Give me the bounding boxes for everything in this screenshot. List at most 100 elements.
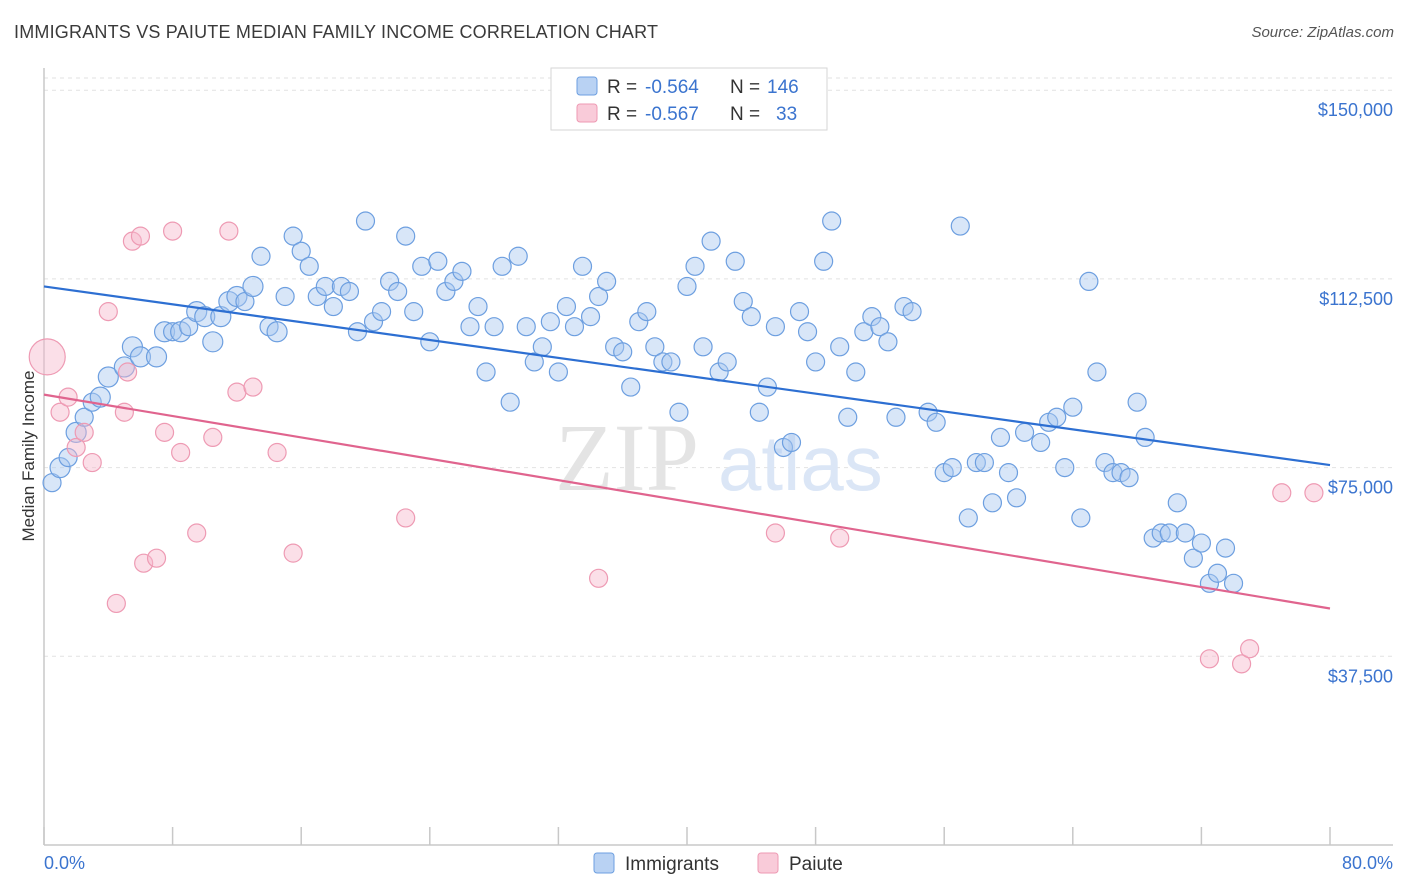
data-point-immigrants <box>805 352 826 372</box>
legend-swatch-immigrants <box>576 76 598 96</box>
data-point-paiute <box>154 422 175 442</box>
data-point-paiute <box>117 362 138 382</box>
data-point-paiute <box>187 523 207 543</box>
series-immigrants-points <box>42 211 1244 593</box>
data-point-immigrants <box>765 317 786 337</box>
data-point-immigrants <box>1127 392 1147 412</box>
data-point-paiute <box>50 402 70 422</box>
data-point-immigrants <box>1119 468 1139 488</box>
data-point-immigrants <box>677 276 697 297</box>
data-point-immigrants <box>412 256 432 276</box>
bottom-legend-label-paiute: Paiute <box>789 854 843 875</box>
bottom-legend-label-immigrants: Immigrants <box>625 854 719 875</box>
trend-line-paiute <box>43 393 1331 610</box>
data-point-immigrants <box>797 322 818 342</box>
data-point-paiute <box>283 543 303 563</box>
legend-r-label-2: R = <box>607 104 637 125</box>
data-point-immigrants <box>588 286 609 307</box>
x-tick-label: 0.0% <box>44 853 85 873</box>
data-point-paiute <box>134 553 154 573</box>
data-point-immigrants <box>902 302 922 322</box>
data-point-paiute <box>219 221 239 241</box>
data-point-immigrants <box>145 346 168 368</box>
data-point-immigrants <box>355 211 376 231</box>
chart-source: Source: ZipAtlas.com <box>1251 24 1394 41</box>
x-tick-label: 80.0% <box>1342 853 1393 873</box>
chart-title: IMMIGRANTS VS PAIUTE MEDIAN FAMILY INCOM… <box>14 22 659 42</box>
data-point-paiute <box>98 302 118 322</box>
data-point-paiute <box>267 442 287 463</box>
data-point-immigrants <box>500 392 520 412</box>
data-point-paiute <box>171 442 191 463</box>
data-point-immigrants <box>645 337 665 357</box>
data-point-immigrants <box>129 346 152 368</box>
data-point-immigrants <box>862 307 882 327</box>
data-point-immigrants <box>532 337 552 357</box>
data-point-immigrants <box>251 246 271 266</box>
data-point-immigrants <box>516 317 536 337</box>
data-point-immigrants <box>283 226 303 246</box>
data-point-immigrants <box>886 407 906 427</box>
trend-line-immigrants <box>43 285 1331 467</box>
data-point-immigrants <box>396 226 416 246</box>
legend-n-value-1: 146 <box>767 77 799 98</box>
data-point-paiute <box>203 427 223 448</box>
data-point-immigrants <box>307 286 327 307</box>
data-point-paiute <box>1304 483 1324 503</box>
data-point-immigrants <box>572 256 593 276</box>
data-point-immigrants <box>958 508 978 528</box>
data-point-immigrants <box>1191 533 1212 553</box>
data-point-paiute <box>1199 649 1220 669</box>
data-point-paiute <box>1231 654 1252 674</box>
data-point-immigrants <box>363 312 384 332</box>
data-point-immigrants <box>194 306 216 328</box>
data-point-immigrants <box>153 321 176 343</box>
x-tick-labels: 0.0% 80.0% <box>44 853 1393 873</box>
data-point-paiute <box>227 382 247 402</box>
data-point-paiute <box>588 568 609 588</box>
data-point-immigrants <box>870 317 890 337</box>
data-point-immigrants <box>380 271 400 292</box>
y-axis-title: Median Family Income <box>19 370 38 541</box>
data-point-paiute <box>243 377 263 397</box>
data-point-immigrants <box>830 337 850 357</box>
legend-r-label-1: R = <box>607 77 637 98</box>
data-point-immigrants <box>613 342 633 362</box>
data-point-immigrants <box>49 456 71 479</box>
data-point-immigrants <box>540 312 560 332</box>
data-point-immigrants <box>508 246 528 266</box>
data-points <box>28 211 1324 674</box>
axes <box>43 68 1393 846</box>
data-point-immigrants <box>242 275 264 298</box>
data-point-paiute <box>106 593 126 614</box>
data-point-immigrants <box>1095 452 1115 473</box>
legend-n-value-2: 33 <box>776 104 797 125</box>
data-point-immigrants <box>1063 397 1083 417</box>
data-point-immigrants <box>275 286 295 307</box>
data-point-immigrants <box>428 251 448 271</box>
watermark: ZIP atlas <box>555 404 883 511</box>
data-point-immigrants <box>74 407 94 427</box>
data-point-immigrants <box>1159 523 1179 543</box>
data-point-immigrants <box>1031 432 1051 453</box>
data-point-immigrants <box>291 241 311 261</box>
data-point-immigrants <box>202 331 224 353</box>
data-point-immigrants <box>460 317 480 337</box>
data-point-paiute <box>28 338 66 376</box>
watermark-zip: ZIP <box>555 404 699 511</box>
data-point-immigrants <box>814 251 834 271</box>
data-point-paiute <box>74 422 94 442</box>
data-point-immigrants <box>1215 538 1236 558</box>
data-point-immigrants <box>1071 508 1091 528</box>
y-tick-label: $75,000 <box>1328 478 1393 498</box>
data-point-immigrants <box>950 216 970 236</box>
data-point-paiute <box>396 508 416 528</box>
legend-r-value-1: -0.564 <box>645 77 699 98</box>
data-point-immigrants <box>998 463 1019 483</box>
y-tick-label: $112,500 <box>1319 289 1393 309</box>
data-point-immigrants <box>653 352 673 372</box>
data-point-immigrants <box>388 281 408 302</box>
data-point-immigrants <box>556 296 577 317</box>
data-point-immigrants <box>846 362 866 382</box>
